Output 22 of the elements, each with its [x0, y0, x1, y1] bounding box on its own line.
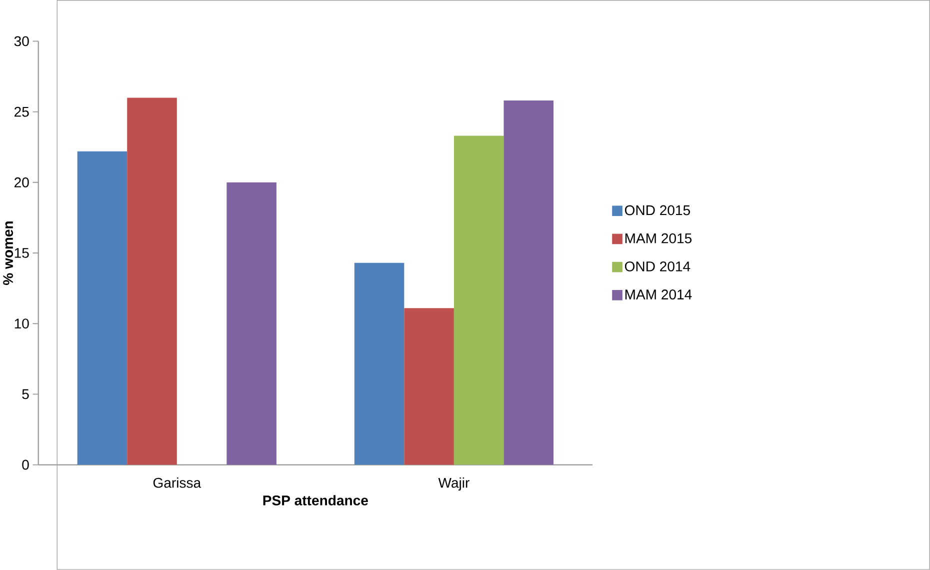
legend-label: MAM 2015	[625, 233, 692, 244]
bar	[77, 151, 128, 465]
bar	[454, 136, 504, 465]
x-tick-label: Wajir	[438, 478, 470, 491]
x-tick-label: Garissa	[153, 478, 202, 488]
x-axis-title: PSP attendance	[263, 495, 368, 506]
y-tick-label: 10	[14, 318, 29, 329]
y-tick-label: 20	[14, 177, 29, 188]
legend-label: OND 2014	[624, 262, 690, 272]
legend-label: MAM 2014	[625, 290, 692, 300]
y-tick-label: 30	[14, 36, 29, 46]
bar	[504, 100, 554, 465]
y-tick-label: 15	[14, 248, 29, 258]
y-axis-title: % women	[3, 222, 14, 286]
y-tick-label: 5	[22, 389, 29, 400]
bar	[226, 182, 276, 465]
bar	[127, 98, 177, 465]
y-tick-label: 0	[22, 460, 29, 470]
legend-label: OND 2015	[624, 205, 690, 216]
bar	[404, 308, 454, 465]
bar	[354, 262, 404, 465]
y-tick-label: 25	[14, 106, 29, 117]
